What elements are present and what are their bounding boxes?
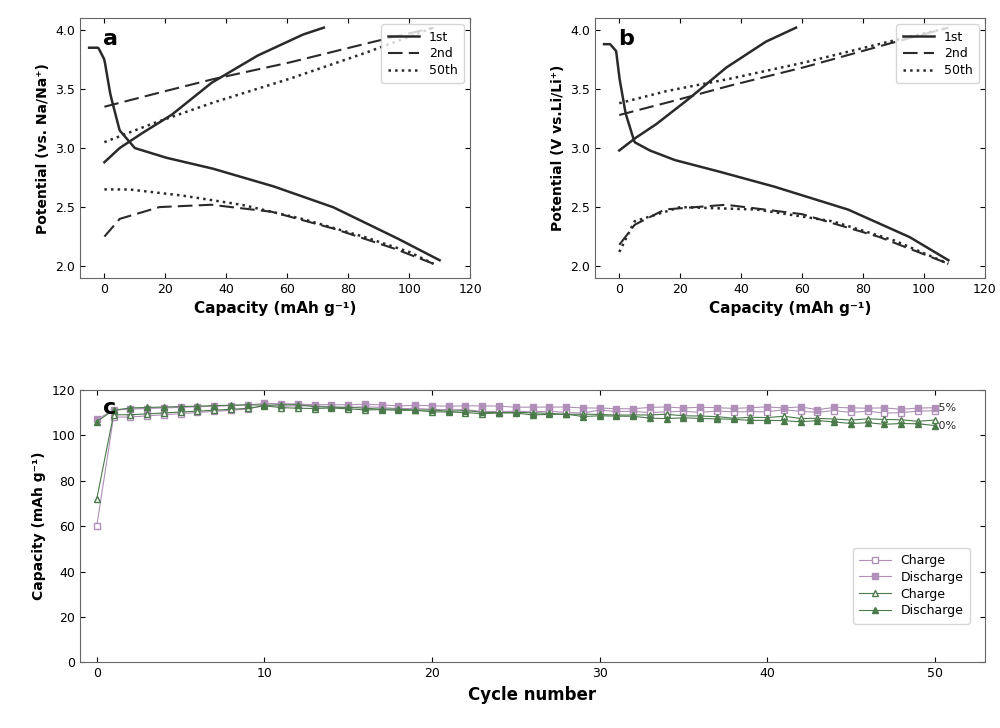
X-axis label: Capacity (mAh g⁻¹): Capacity (mAh g⁻¹): [194, 301, 356, 317]
X-axis label: Capacity (mAh g⁻¹): Capacity (mAh g⁻¹): [709, 301, 871, 317]
Text: a: a: [103, 28, 118, 49]
Text: 0%: 0%: [935, 421, 956, 430]
Text: c: c: [103, 398, 116, 418]
Text: 5%: 5%: [935, 403, 956, 413]
Legend: 1st, 2nd, 50th: 1st, 2nd, 50th: [896, 25, 979, 84]
Y-axis label: Potential (V vs.Li/Li⁺): Potential (V vs.Li/Li⁺): [551, 65, 565, 232]
Legend: 1st, 2nd, 50th: 1st, 2nd, 50th: [381, 25, 464, 84]
X-axis label: Cycle number: Cycle number: [468, 686, 597, 704]
Y-axis label: Capacity (mAh g⁻¹): Capacity (mAh g⁻¹): [32, 452, 46, 601]
Legend: Charge, Discharge, Charge, Discharge: Charge, Discharge, Charge, Discharge: [853, 547, 970, 623]
Text: b: b: [618, 28, 634, 49]
Y-axis label: Potential (vs. Na/Na⁺): Potential (vs. Na/Na⁺): [36, 63, 50, 234]
